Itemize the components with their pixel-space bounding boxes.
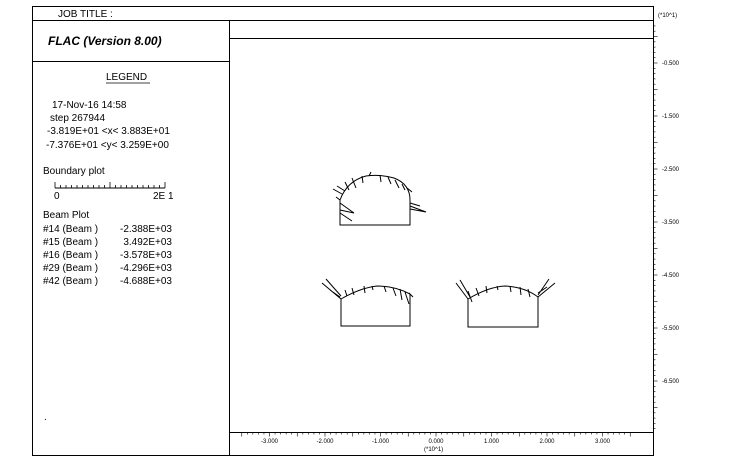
beam-entry-value: -4.296E+03: [120, 263, 172, 274]
x-axis-tick-label: -1.000: [372, 439, 390, 445]
legend-y-range: -7.376E+01 <y< 3.259E+00: [46, 140, 169, 151]
beam-plot-title: Beam Plot: [43, 210, 89, 221]
beam-entry-value: -4.688E+03: [120, 276, 172, 287]
tunnel-left-beam-spikes: [321, 278, 414, 305]
x-axis-tick-label: 0.000: [428, 439, 444, 445]
program-title: FLAC (Version 8.00): [48, 34, 162, 48]
y-axis-tick-label: -2.500: [662, 167, 680, 173]
beam-entry-label: #14 (Beam ): [43, 224, 98, 235]
tunnel-top-outline: [339, 174, 411, 226]
tunnel-right-outline: [467, 285, 539, 328]
tunnel-right-lower: [455, 278, 556, 328]
y-axis-tick-label: -0.500: [662, 61, 680, 67]
beam-entry-label: #42 (Beam ): [43, 276, 98, 287]
footnote-dot: .: [44, 412, 47, 423]
x-axis-tick-label: -3.000: [261, 439, 279, 445]
x-axis-multiplier: (*10^1): [424, 447, 443, 453]
beam-entry-label: #29 (Beam ): [43, 263, 98, 274]
y-axis-tick-label: -1.500: [662, 114, 680, 120]
beam-entry-value: -3.578E+03: [120, 250, 172, 261]
y-axis-tick-label: -4.500: [662, 273, 680, 279]
legend-heading: LEGEND: [106, 72, 147, 83]
y-axis-multiplier: (*10^1): [658, 13, 677, 19]
x-axis-ticks: -3.000 -2.000 -1.000 0.000 1.000 2.000 3.000: [241, 432, 631, 445]
beam-entry-value: 3.492E+03: [123, 237, 172, 248]
boundary-scale-right: 2E 1: [153, 191, 174, 202]
y-axis-ticks: -0.500 -1.500 -2.500 -3.500 -4.500 -5.500 -6.5…: [653, 25, 680, 430]
beam-entry-value: -2.388E+03: [120, 224, 172, 235]
beam-entry-label: #16 (Beam ): [43, 250, 98, 261]
x-axis-tick-label: 2.000: [539, 439, 555, 445]
y-axis-tick-label: -3.500: [662, 220, 680, 226]
tunnel-left-lower: [321, 278, 414, 327]
x-axis-tick-label: 3.000: [595, 439, 611, 445]
beam-list: #14 (Beam ) -2.388E+03 #15 (Beam ) 3.492E+0…: [43, 224, 172, 287]
tunnel-top-beam-spikes: [332, 171, 427, 222]
tunnel-right-beam-spikes: [455, 278, 556, 303]
legend-step: step 267944: [50, 113, 105, 124]
y-axis-tick-label: -5.500: [662, 326, 680, 332]
job-title-label: JOB TITLE :: [58, 9, 113, 20]
boundary-scale-bar: [54, 182, 166, 189]
tunnel-top-arch: [332, 171, 427, 226]
beam-entry-label: #15 (Beam ): [43, 237, 98, 248]
legend-x-range: -3.819E+01 <x< 3.883E+01: [47, 126, 170, 137]
plot-frame: [32, 6, 654, 456]
y-axis-tick-label: -6.500: [662, 379, 680, 385]
x-axis-tick-label: 1.000: [484, 439, 500, 445]
boundary-scale-left: 0: [54, 191, 60, 202]
legend-date: 17-Nov-16 14:58: [52, 100, 127, 111]
x-axis-tick-label: -2.000: [316, 439, 334, 445]
boundary-plot-title: Boundary plot: [43, 166, 105, 177]
tunnel-left-outline: [340, 285, 411, 327]
